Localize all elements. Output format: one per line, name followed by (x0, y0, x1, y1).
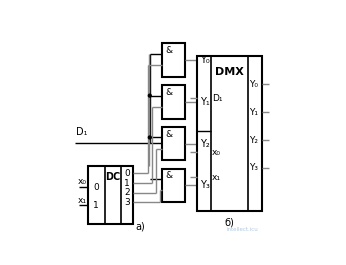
Text: &: & (165, 130, 172, 139)
Text: Y₀: Y₀ (249, 80, 258, 89)
Text: DMX: DMX (215, 67, 244, 77)
Text: &: & (165, 88, 172, 97)
Text: 1: 1 (124, 179, 130, 188)
Text: x₁: x₁ (78, 196, 86, 205)
Text: 1: 1 (93, 201, 99, 210)
Text: x₀: x₀ (78, 178, 86, 187)
Bar (162, 127, 185, 160)
Text: Y₃: Y₃ (249, 164, 258, 173)
Circle shape (148, 94, 151, 97)
Text: x₁: x₁ (212, 173, 221, 182)
Text: Y₁: Y₁ (249, 108, 258, 117)
Text: D₁: D₁ (76, 127, 88, 137)
Text: 2: 2 (124, 188, 130, 197)
Text: Y₂: Y₂ (200, 139, 210, 148)
Text: DC: DC (105, 172, 120, 182)
Bar (162, 169, 185, 202)
Text: б): б) (225, 218, 234, 228)
Text: 0: 0 (93, 183, 99, 192)
Text: 3: 3 (124, 198, 130, 207)
Text: &: & (165, 171, 172, 180)
Text: Y₃: Y₃ (200, 180, 210, 190)
Bar (162, 85, 185, 118)
Text: a): a) (136, 222, 145, 232)
Bar (162, 43, 185, 77)
Text: x₀: x₀ (212, 148, 221, 157)
Bar (88, 166, 134, 224)
Text: Y₂: Y₂ (249, 135, 258, 144)
Text: Y₁: Y₁ (200, 97, 210, 107)
Circle shape (148, 136, 151, 139)
Text: Y₀: Y₀ (200, 55, 210, 65)
Text: 0: 0 (124, 169, 130, 178)
Text: &: & (165, 46, 172, 55)
Text: intellect.icu: intellect.icu (227, 227, 258, 232)
Bar (197, 56, 262, 211)
Text: D₁: D₁ (212, 94, 222, 103)
